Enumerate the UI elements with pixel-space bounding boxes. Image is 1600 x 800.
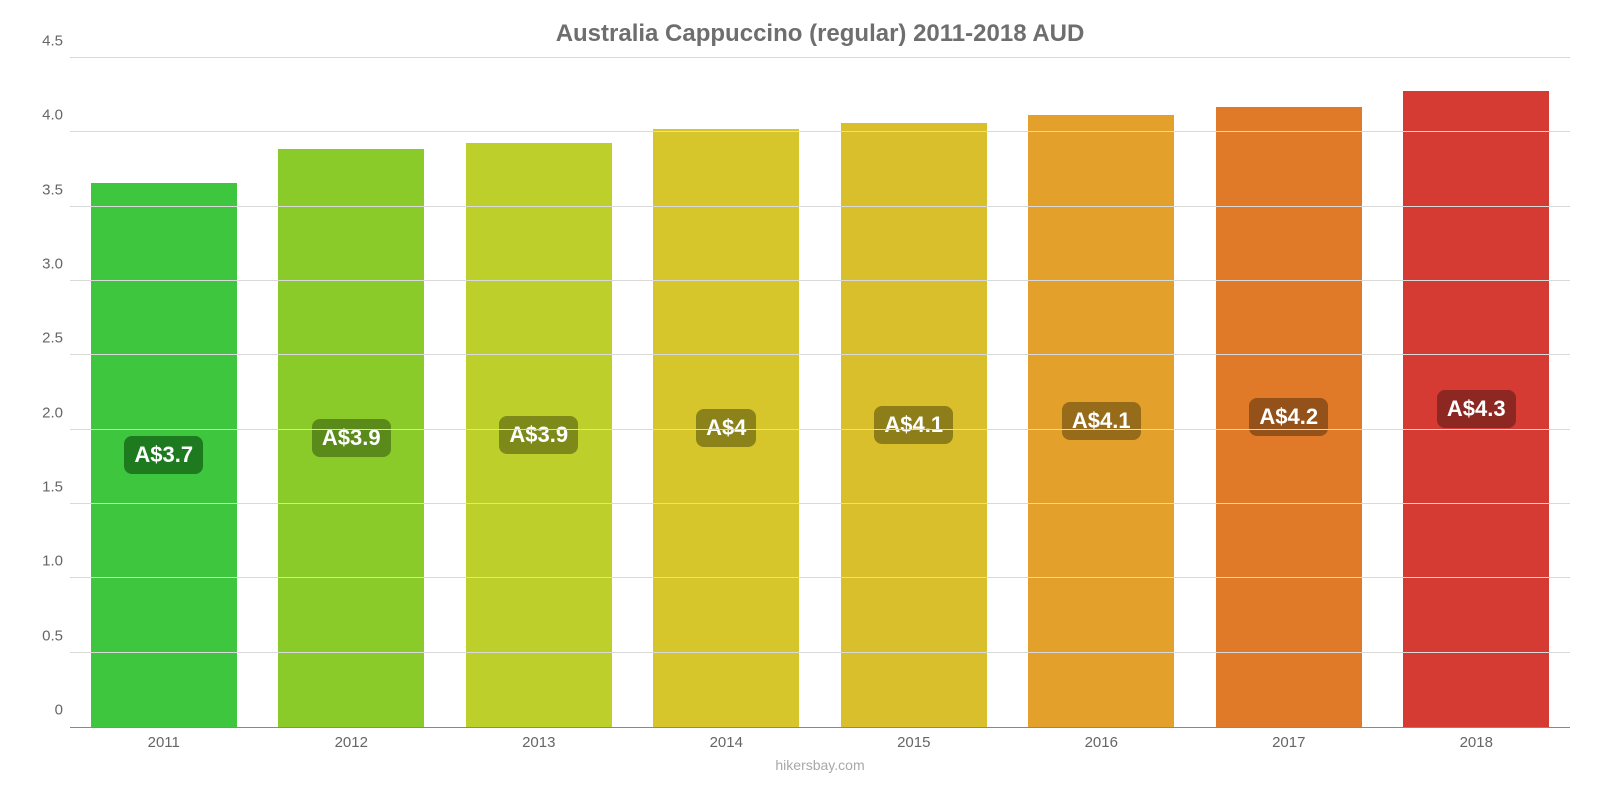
grid-line [70, 354, 1570, 355]
x-tick-label: 2017 [1195, 734, 1383, 751]
y-tick-label: 2.5 [25, 330, 63, 347]
bar: A$3.7 [91, 183, 237, 727]
bar-slot: A$4 [633, 58, 821, 727]
value-badge: A$3.9 [499, 416, 578, 454]
bar-slot: A$4.1 [1008, 58, 1196, 727]
value-badge: A$3.7 [124, 436, 203, 474]
bar: A$3.9 [466, 143, 612, 727]
y-tick-label: 4.5 [25, 33, 63, 50]
y-tick-label: 0 [25, 702, 63, 719]
value-badge: A$4.3 [1437, 390, 1516, 428]
y-tick-label: 1.5 [25, 479, 63, 496]
bar: A$4.1 [841, 123, 987, 727]
x-tick-label: 2016 [1008, 734, 1196, 751]
x-axis-labels: 20112012201320142015201620172018 [70, 734, 1570, 751]
x-tick-label: 2014 [633, 734, 821, 751]
bar-slot: A$4.3 [1383, 58, 1571, 727]
y-tick-label: 0.5 [25, 627, 63, 644]
bar-slot: A$4.2 [1195, 58, 1383, 727]
y-tick-label: 2.0 [25, 404, 63, 421]
grid-line [70, 280, 1570, 281]
y-tick-label: 1.0 [25, 553, 63, 570]
grid-line [70, 206, 1570, 207]
x-tick-label: 2012 [258, 734, 446, 751]
value-badge: A$3.9 [312, 419, 391, 457]
grid-line [70, 503, 1570, 504]
chart-container: Australia Cappuccino (regular) 2011-2018… [0, 0, 1600, 800]
x-tick-label: 2013 [445, 734, 633, 751]
bar-slot: A$3.7 [70, 58, 258, 727]
x-tick-label: 2015 [820, 734, 1008, 751]
grid-line [70, 57, 1570, 58]
plot-area: A$3.7A$3.9A$3.9A$4A$4.1A$4.1A$4.2A$4.3 0… [70, 58, 1570, 728]
bar-slot: A$4.1 [820, 58, 1008, 727]
value-badge: A$4.2 [1249, 398, 1328, 436]
bar: A$4.3 [1403, 91, 1549, 727]
grid-line [70, 131, 1570, 132]
bar: A$3.9 [278, 149, 424, 727]
grid-line [70, 577, 1570, 578]
y-tick-label: 3.0 [25, 256, 63, 273]
grid-line [70, 429, 1570, 430]
bar-slot: A$3.9 [445, 58, 633, 727]
chart-footer: hikersbay.com [70, 757, 1570, 773]
y-tick-label: 3.5 [25, 181, 63, 198]
y-tick-label: 4.0 [25, 107, 63, 124]
bar-slot: A$3.9 [258, 58, 446, 727]
x-tick-label: 2018 [1383, 734, 1571, 751]
bars-group: A$3.7 A$3.9 A$3.9 A$4 A$4.1 A$4.1 A$4.2 A$4.3 [70, 58, 1570, 727]
grid-line [70, 652, 1570, 653]
chart-title: Australia Cappuccino (regular) 2011-2018… [70, 20, 1570, 48]
value-badge: A$4.1 [874, 406, 953, 444]
x-tick-label: 2011 [70, 734, 258, 751]
value-badge: A$4.1 [1062, 402, 1141, 440]
bar: A$4.2 [1216, 107, 1362, 727]
